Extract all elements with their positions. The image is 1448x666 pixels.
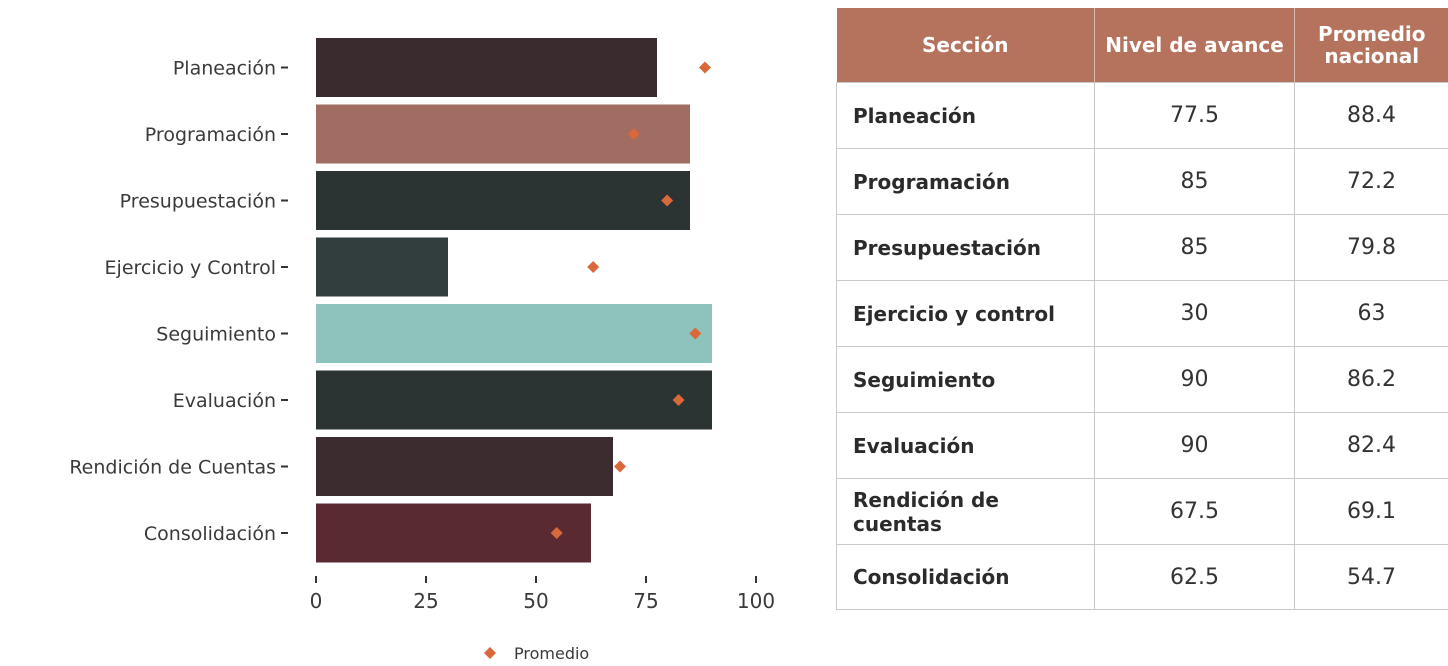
- promedio-marker: [689, 327, 702, 340]
- header-seccion: Sección: [836, 8, 1095, 83]
- category-label: Programación: [145, 124, 276, 146]
- row-section-cell: Evaluación: [836, 412, 1095, 479]
- promedio-marker: [550, 527, 563, 539]
- promedio-marker: [587, 261, 600, 273]
- row-section-cell: Seguimiento: [836, 346, 1095, 413]
- table-row: Seguimiento 90 86.2: [836, 346, 1448, 413]
- data-table-container: Sección Nivel de avance Promedio naciona…: [836, 8, 1448, 610]
- row-section-cell: Presupuestación: [836, 214, 1095, 281]
- row-nivel-cell: 90: [1094, 412, 1295, 479]
- bar: [316, 38, 657, 97]
- table-header-row: Sección Nivel de avance Promedio naciona…: [836, 8, 1448, 83]
- x-axis: 0 25 50 75 100: [310, 576, 775, 613]
- bar: [316, 104, 690, 164]
- table-row: Rendición de cuentas 67.5 69.1: [836, 478, 1448, 545]
- promedio-marker: [661, 194, 674, 207]
- bar: [316, 171, 690, 230]
- promedio-marker: [614, 460, 627, 473]
- table-row: Ejercicio y control 30 63: [836, 280, 1448, 347]
- row-nivel-cell: 62.5: [1094, 544, 1295, 610]
- bar: [316, 304, 712, 363]
- legend-label: Promedio: [514, 644, 589, 663]
- category-label: Ejercicio y Control: [105, 257, 276, 279]
- bar: [316, 237, 448, 297]
- category-label: Rendición de Cuentas: [69, 457, 276, 479]
- bar: [316, 437, 613, 496]
- category-label: Seguimiento: [156, 324, 276, 346]
- table-row: Evaluación 90 82.4: [836, 412, 1448, 479]
- bar: [316, 503, 591, 563]
- legend: Promedio: [484, 644, 589, 663]
- x-tick-label: 75: [633, 589, 658, 613]
- x-tick-label: 100: [737, 589, 775, 613]
- row-promedio-cell: 88.4: [1294, 82, 1448, 149]
- row-section-cell: Ejercicio y control: [836, 280, 1095, 347]
- row-promedio-cell: 63: [1294, 280, 1448, 347]
- row-nivel-cell: 90: [1094, 346, 1295, 413]
- bar: [316, 370, 712, 430]
- row-promedio-cell: 54.7: [1294, 544, 1448, 610]
- category-label: Evaluación: [173, 390, 276, 412]
- bar-chart: Planeación Programación Presupuestación Eje…: [69, 38, 775, 663]
- row-nivel-cell: 85: [1094, 214, 1295, 281]
- table-row: Planeación 77.5 88.4: [836, 82, 1448, 149]
- promedio-markers: [550, 61, 711, 539]
- row-promedio-cell: 86.2: [1294, 346, 1448, 413]
- promedio-marker: [627, 128, 640, 140]
- x-tick-label: 50: [523, 589, 548, 613]
- bars-layer: [316, 38, 712, 563]
- header-promedio-nacional: Promedio nacional: [1294, 8, 1448, 83]
- category-label: Presupuestación: [120, 191, 276, 213]
- row-nivel-cell: 30: [1094, 280, 1295, 347]
- row-nivel-cell: 85: [1094, 148, 1295, 215]
- row-promedio-cell: 79.8: [1294, 214, 1448, 281]
- header-nivel-de-avance: Nivel de avance: [1094, 8, 1295, 83]
- promedio-marker: [698, 61, 711, 74]
- table-row: Programación 85 72.2: [836, 148, 1448, 215]
- row-promedio-cell: 82.4: [1294, 412, 1448, 479]
- category-label: Planeación: [173, 58, 276, 80]
- table-body: Planeación 77.5 88.4 Programación 85 72.2 Pres…: [836, 82, 1448, 610]
- category-label: Consolidación: [144, 523, 276, 545]
- promedio-marker: [672, 394, 685, 406]
- category-labels: Planeación Programación Presupuestación Eje…: [69, 58, 288, 545]
- row-section-cell: Programación: [836, 148, 1095, 215]
- data-table: Sección Nivel de avance Promedio naciona…: [836, 8, 1448, 610]
- row-nivel-cell: 77.5: [1094, 82, 1295, 149]
- row-section-cell: Consolidación: [836, 544, 1095, 610]
- x-tick-label: 25: [413, 589, 438, 613]
- legend-diamond-icon: [484, 647, 496, 659]
- row-promedio-cell: 72.2: [1294, 148, 1448, 215]
- row-promedio-cell: 69.1: [1294, 478, 1448, 545]
- table-row: Presupuestación 85 79.8: [836, 214, 1448, 281]
- row-section-cell: Planeación: [836, 82, 1095, 149]
- row-section-cell: Rendición de cuentas: [836, 478, 1095, 545]
- row-nivel-cell: 67.5: [1094, 478, 1295, 545]
- x-tick-label: 0: [310, 589, 323, 613]
- table-row: Consolidación 62.5 54.7: [836, 544, 1448, 610]
